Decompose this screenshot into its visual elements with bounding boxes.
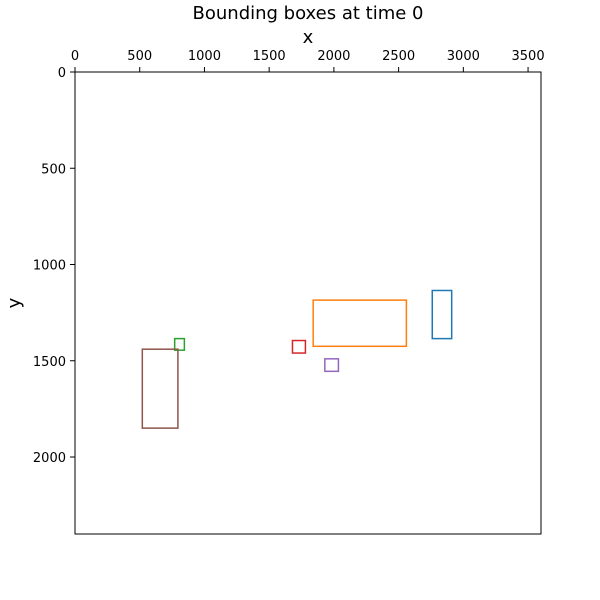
bounding-box-3	[173, 337, 186, 351]
plot-area-frame	[74, 71, 542, 535]
bounding-box-5	[324, 358, 340, 373]
bounding-box-6	[141, 348, 179, 429]
x-tick-label: 0	[71, 49, 79, 64]
x-tick-label: 2000	[317, 49, 350, 64]
x-tick-label: 1500	[253, 49, 286, 64]
x-axis-ticks: 0 500 1000 1500 2000 2500 3000 3500	[71, 49, 545, 72]
bounding-box-1	[431, 289, 453, 340]
x-tick-label: 1000	[188, 49, 221, 64]
y-tick-label: 500	[41, 162, 66, 177]
y-tick-label: 1500	[33, 355, 66, 370]
x-tick-label: 3500	[512, 49, 545, 64]
chart-title: Bounding boxes at time 0	[193, 3, 424, 24]
bounding-boxes	[141, 289, 453, 429]
y-tick-label: 1000	[33, 259, 66, 274]
bounding-box-2	[312, 299, 408, 348]
y-tick-label: 2000	[33, 451, 66, 466]
x-tick-label: 3000	[447, 49, 480, 64]
x-tick-label: 500	[127, 49, 152, 64]
y-axis-label: y	[4, 297, 25, 308]
bounding-box-4	[291, 339, 307, 354]
x-axis-label: x	[303, 27, 314, 48]
y-tick-label: 0	[58, 66, 66, 81]
x-tick-label: 2500	[382, 49, 415, 64]
y-axis-ticks: 0 500 1000 1500 2000	[33, 66, 75, 466]
